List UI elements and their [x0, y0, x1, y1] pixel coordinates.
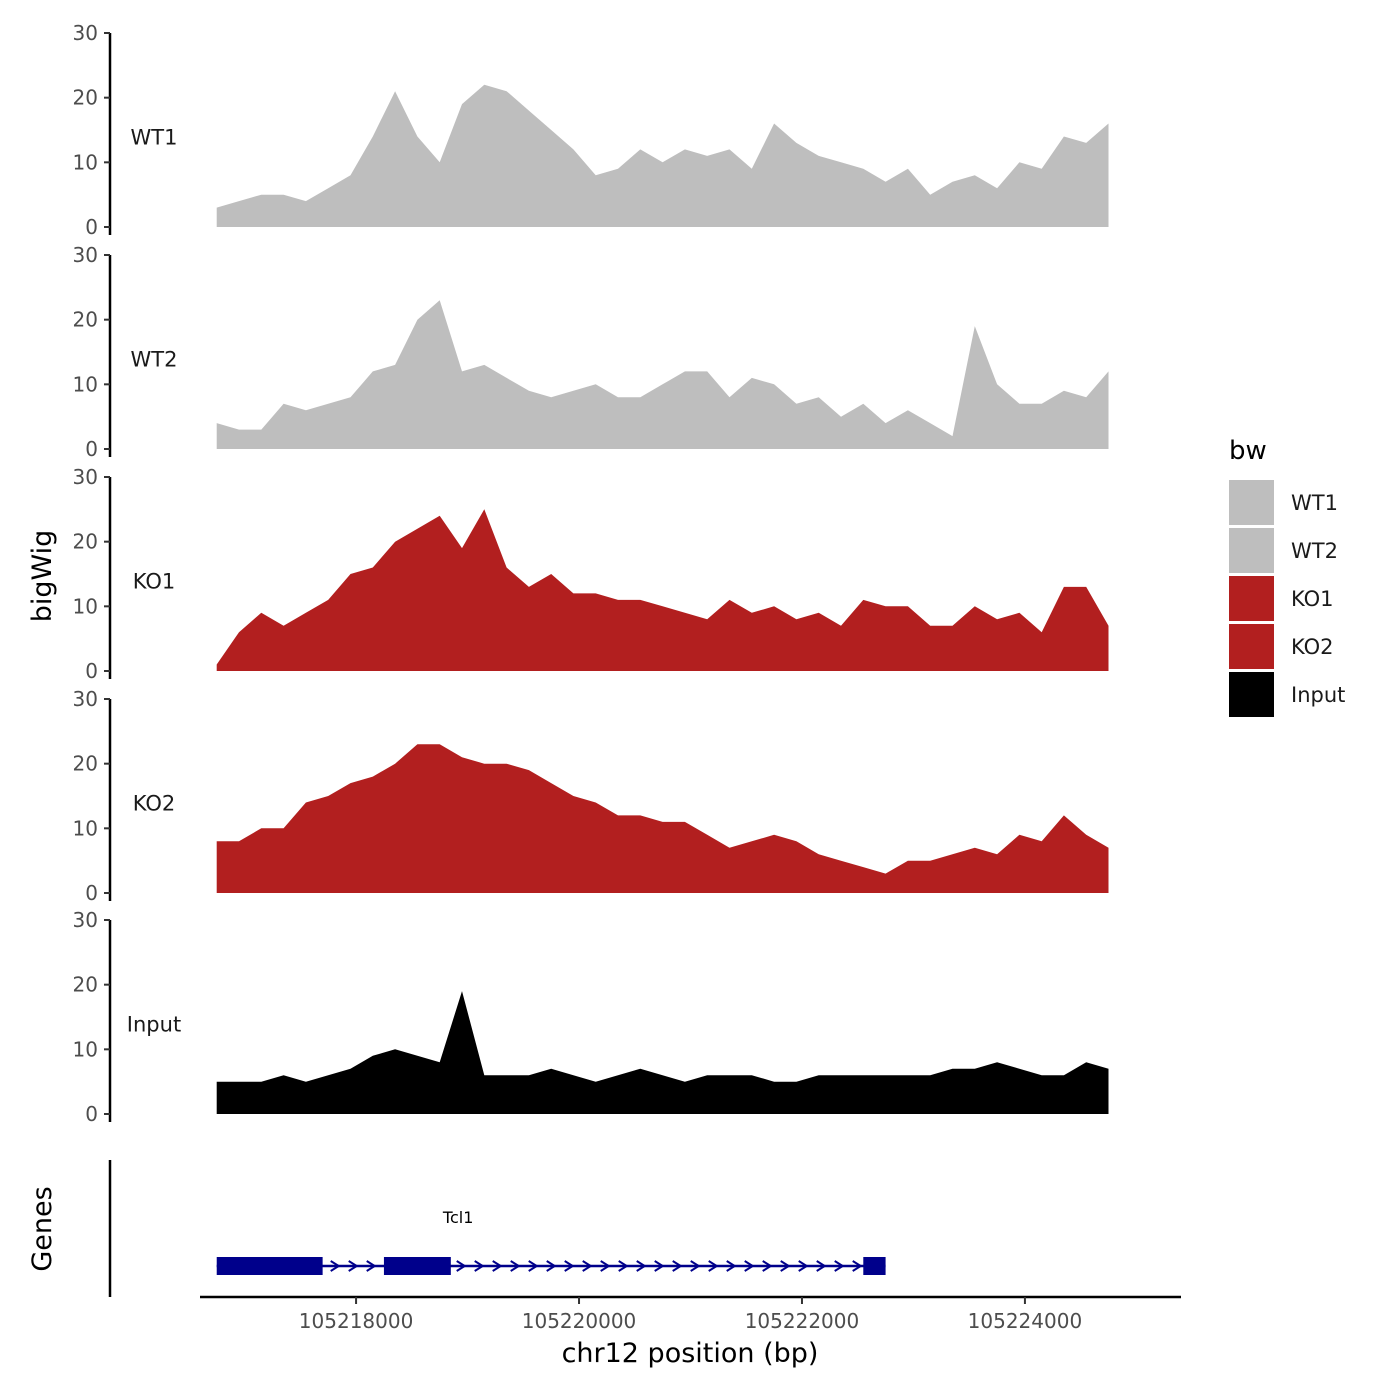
- strand-arrow: [816, 1260, 827, 1272]
- strand-arrow: [600, 1260, 611, 1272]
- strand-arrow: [672, 1260, 683, 1272]
- strand-arrow: [564, 1260, 575, 1272]
- legend-label-ko2: KO2: [1291, 635, 1334, 659]
- y-tick-label: 10: [73, 594, 98, 618]
- track-label-ko2: KO2: [133, 791, 176, 815]
- strand-arrow: [528, 1260, 539, 1272]
- strand-arrow: [690, 1260, 701, 1272]
- x-axis: 105218000 105220000 105222000 105224000: [200, 1295, 1181, 1333]
- legend-label-wt2: WT2: [1291, 539, 1338, 563]
- legend-swatch-ko2: [1229, 624, 1274, 669]
- y-tick-label: 10: [73, 816, 98, 840]
- y-tick-label: 20: [73, 308, 98, 332]
- track-label-wt2: WT2: [131, 347, 178, 371]
- area-wt2: [216, 300, 1109, 449]
- strand-arrow: [474, 1260, 485, 1272]
- panel-wt2: 0 10 20 30 WT2: [73, 243, 1109, 461]
- y-tick-label: 30: [73, 465, 98, 489]
- strand-arrow: [510, 1260, 521, 1272]
- track-label-ko1: KO1: [133, 569, 176, 593]
- strand-arrow: [744, 1260, 755, 1272]
- legend-label-input: Input: [1291, 683, 1345, 707]
- area-input: [216, 991, 1109, 1114]
- strand-arrow: [456, 1260, 467, 1272]
- y-tick-label: 30: [73, 243, 98, 267]
- legend-swatch-wt1: [1229, 480, 1274, 525]
- y-tick-label: 0: [85, 1102, 98, 1126]
- y-tick-label: 10: [73, 150, 98, 174]
- legend-label-ko1: KO1: [1291, 587, 1334, 611]
- strand-arrow: [726, 1260, 737, 1272]
- strand-arrow: [582, 1260, 593, 1272]
- y-tick-label: 0: [85, 659, 98, 683]
- y-tick-label: 10: [73, 1037, 98, 1061]
- y-tick-label: 30: [73, 21, 98, 45]
- gene-exon: [863, 1257, 886, 1275]
- x-tick-label: 105222000: [745, 1309, 860, 1333]
- y-tick-label: 20: [73, 530, 98, 554]
- panel-ko1: 0 10 20 30 KO1: [73, 465, 1109, 683]
- area-wt1: [216, 84, 1109, 227]
- strand-arrow: [654, 1260, 665, 1272]
- genes-panel: Tcl1: [108, 1160, 886, 1297]
- genes-axis-title: Genes: [27, 1186, 58, 1271]
- strand-arrow: [708, 1260, 719, 1272]
- strand-arrow: [834, 1260, 845, 1272]
- y-tick-label: 20: [73, 86, 98, 110]
- x-tick-label: 105224000: [968, 1309, 1083, 1333]
- y-axis-title: bigWig: [27, 530, 58, 623]
- legend-label-wt1: WT1: [1291, 491, 1338, 515]
- x-tick-label: 105218000: [299, 1309, 414, 1333]
- y-tick-label: 10: [73, 372, 98, 396]
- track-panels: 0 10 20 30 WT1 0 10 20 30 WT2 0 10 20 30 KO1 0 10 20 30 KO2…: [73, 21, 1109, 1126]
- strand-arrow: [330, 1260, 341, 1272]
- strand-arrow: [618, 1260, 629, 1272]
- y-tick-label: 20: [73, 973, 98, 997]
- strand-arrow: [852, 1260, 863, 1272]
- gene-tcl1: Tcl1: [216, 1208, 886, 1275]
- strand-arrow: [780, 1260, 791, 1272]
- x-tick-label: 105220000: [522, 1309, 637, 1333]
- strand-arrow: [492, 1260, 503, 1272]
- strand-arrow: [348, 1260, 359, 1272]
- track-label-input: Input: [127, 1012, 181, 1036]
- y-tick-label: 20: [73, 752, 98, 776]
- y-tick-label: 0: [85, 881, 98, 905]
- strand-arrow: [762, 1260, 773, 1272]
- legend-title: bw: [1229, 436, 1267, 466]
- legend-swatch-wt2: [1229, 528, 1274, 573]
- panel-input: 0 10 20 30 Input: [73, 908, 1109, 1126]
- y-tick-label: 0: [85, 215, 98, 239]
- gene-exon: [216, 1257, 323, 1275]
- legend-swatch-input: [1229, 672, 1274, 717]
- strand-arrow: [636, 1260, 647, 1272]
- y-tick-label: 0: [85, 437, 98, 461]
- area-ko1: [216, 509, 1109, 671]
- track-label-wt1: WT1: [131, 125, 178, 149]
- legend-swatch-ko1: [1229, 576, 1274, 621]
- strand-arrow: [546, 1260, 557, 1272]
- panel-ko2: 0 10 20 30 KO2: [73, 687, 1109, 905]
- y-tick-label: 30: [73, 908, 98, 932]
- area-ko2: [216, 744, 1109, 893]
- x-axis-title: chr12 position (bp): [562, 1338, 819, 1369]
- panel-wt1: 0 10 20 30 WT1: [73, 21, 1109, 239]
- gene-exon: [383, 1257, 451, 1275]
- gene-name-label: Tcl1: [442, 1208, 473, 1227]
- strand-arrow: [798, 1260, 809, 1272]
- y-tick-label: 30: [73, 687, 98, 711]
- legend: bw WT1 WT2 KO1 KO2 Input: [1229, 436, 1345, 717]
- strand-arrow: [366, 1260, 377, 1272]
